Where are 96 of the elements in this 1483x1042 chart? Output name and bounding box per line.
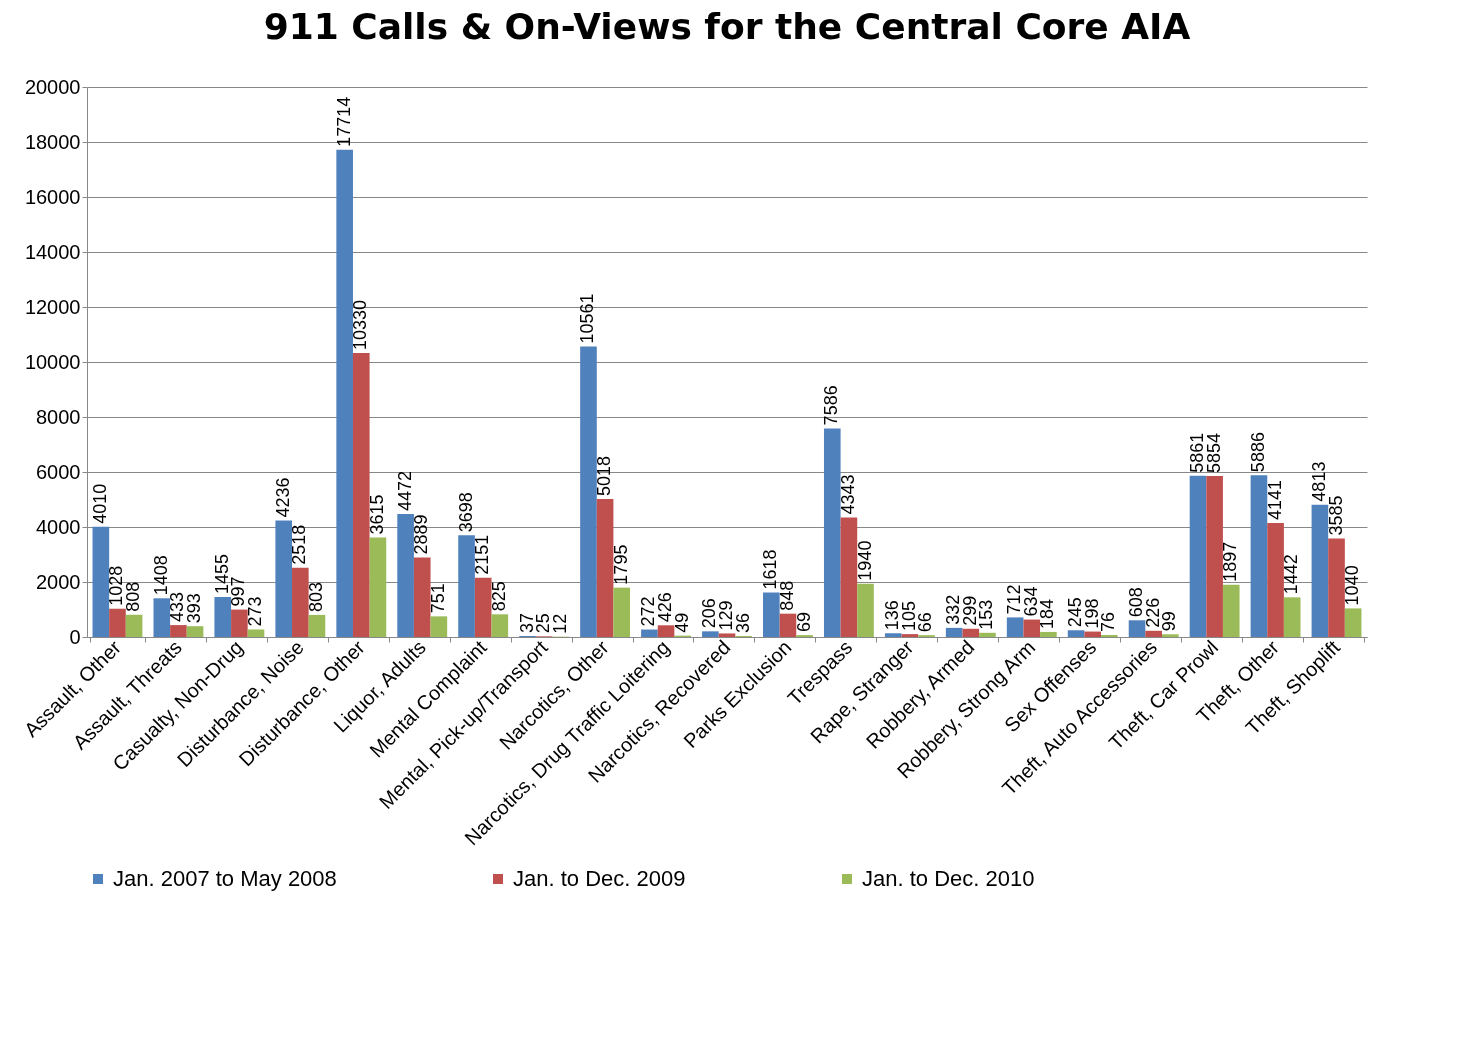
bar bbox=[186, 626, 204, 637]
y-tick-label: 0 bbox=[69, 625, 81, 648]
y-tick-label: 20000 bbox=[24, 75, 81, 98]
bar bbox=[125, 614, 143, 637]
bar bbox=[1267, 523, 1284, 637]
bar bbox=[840, 517, 858, 637]
legend-label: Jan. to Dec. 2009 bbox=[513, 866, 686, 891]
data-label: 5018 bbox=[594, 455, 615, 497]
bar bbox=[214, 596, 232, 637]
bar bbox=[1311, 504, 1329, 637]
bar bbox=[1006, 617, 1024, 637]
bar bbox=[1128, 620, 1146, 637]
bar bbox=[641, 629, 658, 637]
data-label: 4236 bbox=[272, 477, 293, 518]
data-label: 2889 bbox=[411, 514, 432, 555]
bar bbox=[1283, 597, 1301, 637]
data-label: 2518 bbox=[289, 524, 310, 565]
bar bbox=[1161, 634, 1179, 637]
data-label: 17714 bbox=[333, 96, 354, 147]
data-label: 4141 bbox=[1264, 480, 1285, 521]
data-label: 2151 bbox=[472, 534, 493, 575]
bar bbox=[109, 608, 126, 637]
y-tick-label: 6000 bbox=[36, 460, 81, 483]
bar bbox=[962, 628, 980, 637]
bar bbox=[763, 592, 780, 637]
chart-title: 911 Calls & On-Views for the Central Core AIA bbox=[263, 6, 1191, 47]
bar bbox=[1084, 631, 1102, 637]
bar bbox=[170, 625, 187, 637]
y-tick-label: 18000 bbox=[24, 130, 81, 153]
bar bbox=[413, 557, 431, 637]
data-label: 1442 bbox=[1281, 554, 1302, 595]
bar bbox=[474, 577, 492, 637]
y-tick-label: 2000 bbox=[36, 570, 81, 593]
data-label: 1897 bbox=[1220, 541, 1241, 582]
y-tick-label: 8000 bbox=[36, 405, 81, 428]
bar bbox=[1040, 631, 1057, 637]
y-tick-label: 10000 bbox=[24, 350, 81, 373]
bar bbox=[352, 352, 370, 637]
bar bbox=[1250, 475, 1268, 637]
data-label: 3615 bbox=[366, 494, 387, 535]
bar bbox=[491, 614, 509, 637]
y-tick-label: 16000 bbox=[24, 185, 81, 208]
data-label: 825 bbox=[488, 581, 509, 612]
bar bbox=[231, 609, 248, 637]
bar bbox=[779, 613, 797, 637]
y-tick-label: 12000 bbox=[24, 295, 81, 318]
bar bbox=[247, 629, 265, 637]
bar bbox=[1328, 538, 1345, 637]
bar bbox=[718, 633, 736, 637]
bar bbox=[702, 631, 719, 637]
data-label: 1795 bbox=[610, 544, 631, 585]
bar bbox=[1222, 584, 1240, 637]
data-label: 4010 bbox=[89, 483, 110, 524]
bar bbox=[1023, 619, 1041, 637]
data-label: 803 bbox=[305, 581, 326, 612]
bar bbox=[884, 633, 902, 637]
bar bbox=[397, 514, 414, 637]
bar bbox=[613, 587, 631, 637]
bar bbox=[979, 632, 996, 637]
data-label: 10330 bbox=[350, 299, 371, 350]
bar bbox=[92, 526, 110, 637]
bar bbox=[857, 583, 874, 637]
bar bbox=[292, 567, 309, 637]
bar bbox=[596, 499, 614, 637]
bar bbox=[336, 149, 353, 637]
data-label: 69 bbox=[793, 612, 814, 633]
bar bbox=[308, 614, 326, 637]
bar bbox=[1206, 476, 1223, 637]
bar bbox=[430, 616, 448, 637]
bar bbox=[275, 520, 293, 637]
bar bbox=[1067, 630, 1085, 637]
bar bbox=[1101, 634, 1118, 637]
data-label: 3698 bbox=[455, 492, 476, 533]
bar bbox=[823, 428, 841, 637]
data-label: 1040 bbox=[1342, 565, 1363, 606]
data-label: 1940 bbox=[854, 540, 875, 581]
data-label: 7586 bbox=[821, 385, 842, 426]
bar bbox=[369, 537, 387, 637]
legend-label: Jan. 2007 to May 2008 bbox=[113, 866, 337, 891]
legend-label: Jan. to Dec. 2010 bbox=[862, 866, 1035, 891]
bar bbox=[580, 346, 597, 637]
data-label: 5886 bbox=[1247, 432, 1268, 473]
bar bbox=[153, 598, 171, 637]
data-label: 10561 bbox=[577, 293, 598, 344]
y-tick-label: 14000 bbox=[24, 240, 81, 263]
bar bbox=[945, 627, 963, 637]
bar bbox=[1189, 475, 1207, 637]
bar bbox=[1145, 630, 1162, 637]
data-label: 751 bbox=[427, 583, 448, 614]
bar bbox=[901, 634, 919, 637]
bar bbox=[657, 625, 675, 637]
bar bbox=[458, 535, 475, 637]
data-label: 4343 bbox=[837, 474, 858, 515]
data-label: 4472 bbox=[394, 470, 415, 512]
bar bbox=[1344, 608, 1362, 637]
y-tick-label: 4000 bbox=[36, 515, 81, 538]
